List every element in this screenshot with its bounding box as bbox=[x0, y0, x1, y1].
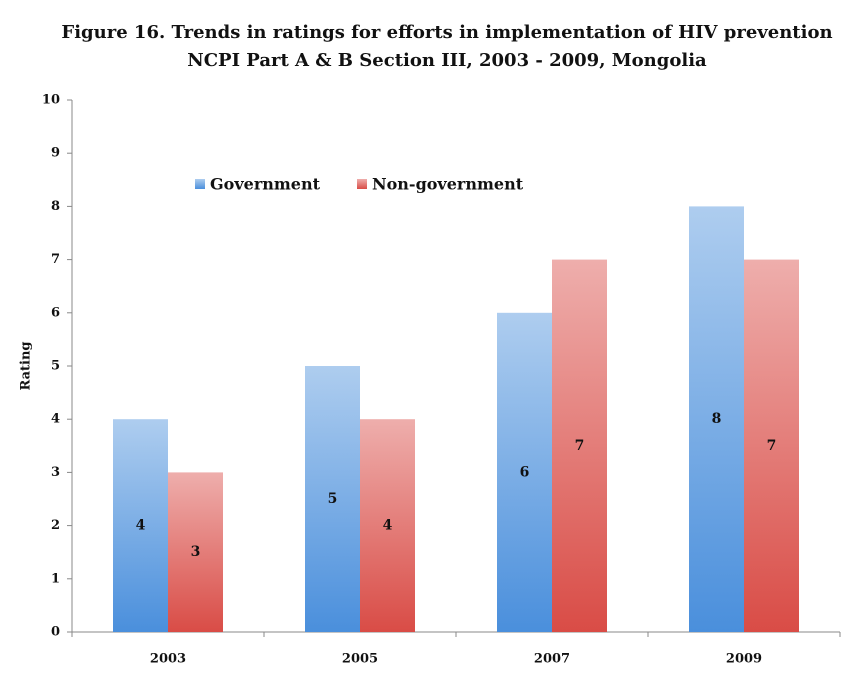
data-label: 5 bbox=[328, 491, 338, 507]
y-tick-label: 8 bbox=[51, 199, 60, 214]
y-tick-label: 1 bbox=[51, 571, 60, 586]
x-tick-label: 2005 bbox=[342, 652, 378, 667]
y-tick-label: 9 bbox=[51, 146, 60, 161]
bar bbox=[113, 419, 168, 632]
legend-label: Government bbox=[210, 175, 321, 194]
y-tick-label: 4 bbox=[51, 412, 60, 427]
legend-label: Non-government bbox=[372, 175, 524, 194]
bar bbox=[744, 259, 799, 632]
data-label: 7 bbox=[767, 438, 777, 454]
y-tick-label: 5 bbox=[51, 359, 60, 374]
bar bbox=[689, 206, 744, 632]
data-label: 7 bbox=[575, 438, 585, 454]
legend-swatch bbox=[195, 179, 205, 189]
y-axis-label: Rating bbox=[19, 341, 34, 390]
x-tick-label: 2007 bbox=[534, 652, 570, 667]
y-tick-label: 10 bbox=[42, 93, 60, 108]
data-label: 6 bbox=[520, 464, 530, 480]
data-label: 4 bbox=[136, 518, 146, 534]
y-tick-label: 2 bbox=[51, 518, 60, 533]
bar bbox=[497, 312, 552, 632]
y-tick-label: 6 bbox=[51, 305, 60, 320]
data-label: 3 bbox=[191, 544, 201, 560]
y-tick-label: 3 bbox=[51, 465, 60, 480]
data-label: 4 bbox=[383, 518, 393, 534]
chart-title: Figure 16. Trends in ratings for efforts… bbox=[61, 22, 832, 43]
bar bbox=[552, 259, 607, 632]
bar bbox=[305, 366, 360, 632]
legend-swatch bbox=[357, 179, 367, 189]
x-tick-label: 2009 bbox=[726, 652, 762, 667]
y-tick-label: 7 bbox=[51, 252, 60, 267]
y-tick-label: 0 bbox=[51, 625, 60, 640]
bar bbox=[360, 419, 415, 632]
data-label: 8 bbox=[712, 411, 722, 427]
x-tick-label: 2003 bbox=[150, 652, 186, 667]
bar bbox=[168, 472, 223, 632]
chart-title: NCPI Part A & B Section III, 2003 - 2009… bbox=[187, 50, 707, 71]
